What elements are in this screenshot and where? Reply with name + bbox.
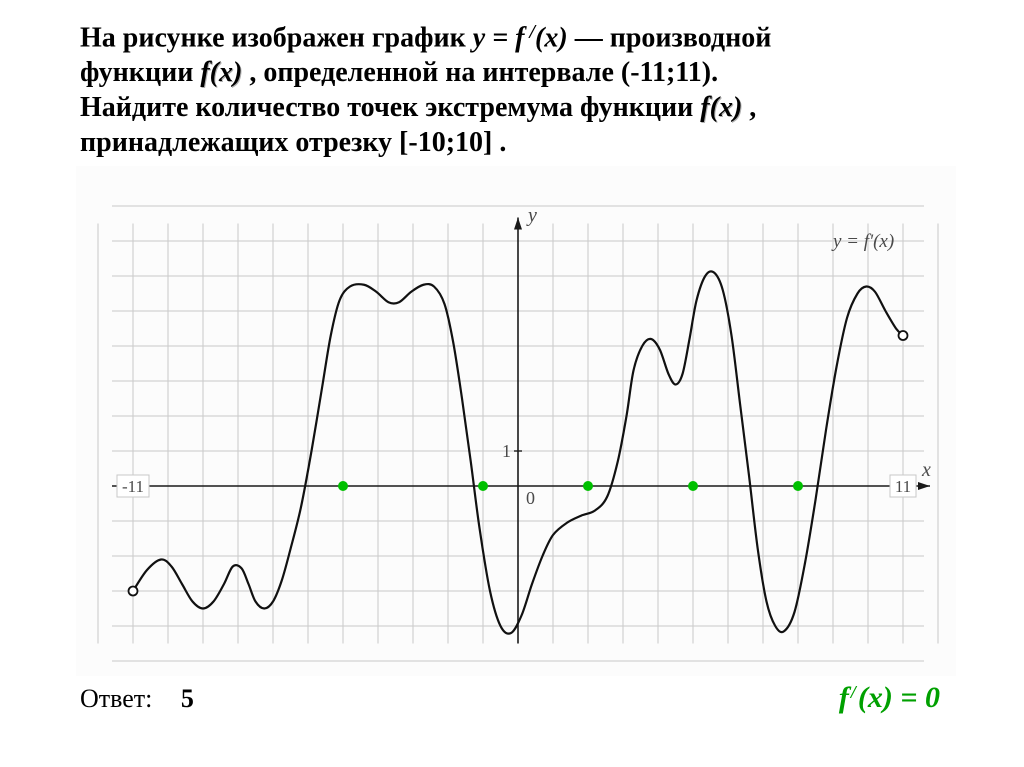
t11: принадлежащих отрезку [-10;10] . [80, 127, 506, 158]
answer-block: Ответ: 5 [80, 684, 194, 714]
t10: , [742, 92, 756, 123]
cond-slash: / [851, 682, 856, 702]
t4: — производной [568, 22, 772, 53]
extremum-condition: f/(x) = 0 [839, 680, 940, 715]
problem-statement: На рисунке изображен график y = f /(x) —… [80, 18, 964, 160]
svg-text:x: x [921, 459, 931, 481]
t8: Найдите количество точек экстремума функ… [80, 92, 700, 123]
t2: y = f [473, 22, 525, 53]
cond-f: f [839, 681, 849, 714]
t3: (x) [535, 22, 568, 53]
derivative-chart: y x 0 1 -11 11 y = f'(x) [76, 166, 956, 676]
answer-value: 5 [181, 684, 194, 713]
svg-text:1: 1 [502, 441, 511, 461]
cond-post: (x) = 0 [858, 681, 940, 714]
t2s: / [524, 21, 535, 43]
t9: f(x) [700, 92, 742, 123]
svg-text:y: y [526, 205, 537, 227]
svg-text:11: 11 [895, 477, 911, 496]
svg-text:y = f'(x): y = f'(x) [831, 231, 894, 252]
chart-container: y x 0 1 -11 11 y = f'(x) [76, 166, 964, 676]
answer-label: Ответ: [80, 684, 152, 713]
t7: , определенной на интервале (-11;11). [242, 57, 718, 88]
svg-text:0: 0 [526, 488, 535, 508]
t1: На рисунке изображен график [80, 22, 473, 53]
t6: f(x) [200, 57, 242, 88]
t5: функции [80, 57, 200, 88]
svg-text:-11: -11 [122, 477, 144, 496]
